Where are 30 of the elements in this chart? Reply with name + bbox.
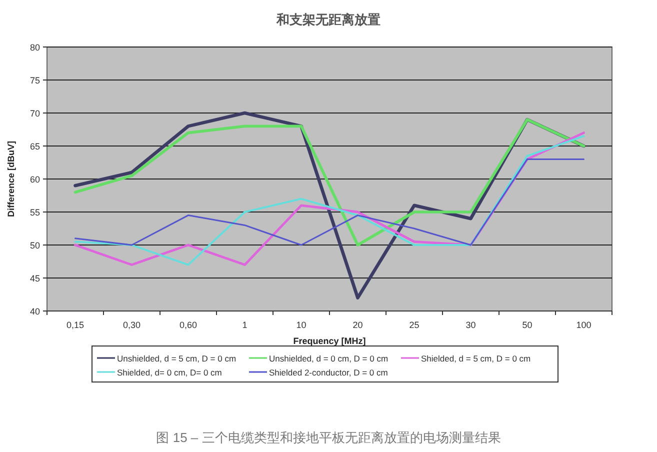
y-tick-label: 80	[30, 42, 40, 52]
x-tick-label: 0,30	[122, 320, 141, 330]
y-axis-title: Difference [dBuV]	[6, 140, 16, 218]
legend-label: Unshielded, d = 5 cm, D = 0 cm	[117, 354, 236, 364]
caption: 图 15 – 三个电缆类型和接地平板无距离放置的电场测量结果	[156, 430, 501, 445]
y-tick-label: 75	[30, 76, 40, 86]
line-series	[74, 118, 586, 246]
legend-label: Shielded 2-conductor, D = 0 cm	[269, 368, 388, 378]
x-tick-label: 25	[409, 320, 420, 330]
x-tick-label: 100	[576, 320, 592, 330]
y-tick-label: 70	[30, 108, 40, 118]
y-tick-label: 40	[30, 306, 40, 316]
legend-label: Shielded, d = 5 cm, D = 0 cm	[421, 354, 531, 364]
x-tick-label: 20	[352, 320, 363, 330]
chart-title: 和支架无距离放置	[276, 12, 380, 27]
y-tick-label: 55	[30, 208, 40, 218]
x-tick-label: 10	[296, 320, 306, 330]
x-tick-label: 30	[466, 320, 476, 330]
x-axis-title: Frequency [MHz]	[293, 336, 366, 346]
legend-label: Shielded, d= 0 cm, D= 0 cm	[117, 368, 222, 378]
y-tick-label: 50	[30, 240, 40, 250]
x-tick-label: 1	[242, 320, 248, 330]
x-tick-label: 0,15	[66, 320, 84, 330]
x-tick-label: 0,60	[179, 320, 198, 330]
legend-label: Unshielded, d = 0 cm, D = 0 cm	[269, 354, 388, 364]
y-tick-label: 45	[30, 274, 40, 284]
line-series	[74, 158, 584, 246]
x-tick-label: 50	[522, 320, 532, 330]
y-tick-label: 65	[30, 142, 40, 152]
y-tick-label: 60	[30, 174, 40, 184]
